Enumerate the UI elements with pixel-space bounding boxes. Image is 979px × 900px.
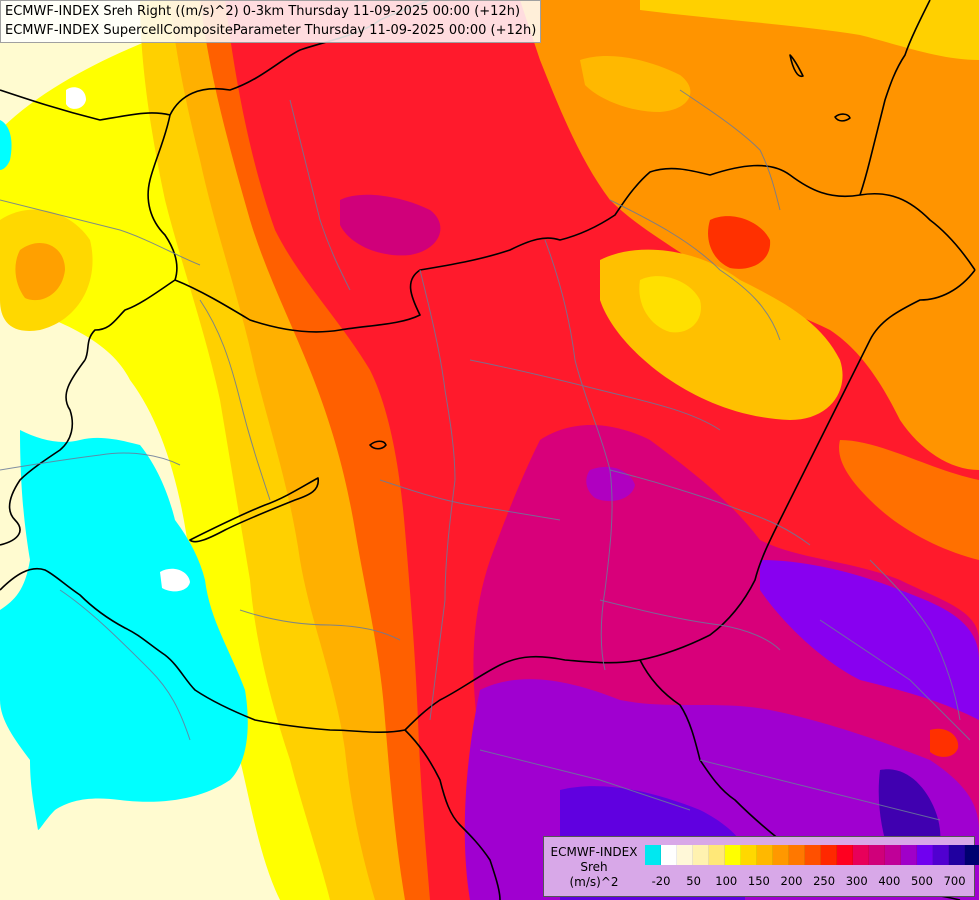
legend-swatch	[741, 845, 757, 865]
north-orange-spot	[580, 55, 691, 112]
region-lines	[0, 89, 971, 821]
border-west-1	[84, 114, 178, 361]
legend-color-scale	[645, 845, 979, 865]
legend-swatch	[677, 845, 693, 865]
border-south	[404, 729, 501, 900]
legend-tick-label: 150	[747, 874, 770, 888]
lake-small-1	[369, 440, 387, 450]
border-romania	[404, 269, 976, 731]
legend-swatch	[661, 845, 677, 865]
legend-swatch	[853, 845, 869, 865]
legend-swatch	[725, 845, 741, 865]
purple-mid-spot	[586, 466, 635, 502]
legend-swatch	[757, 845, 773, 865]
legend-title: ECMWF-INDEX Sreh (m/s)^2	[548, 845, 640, 890]
legend-swatch	[917, 845, 933, 865]
legend-swatch	[837, 845, 853, 865]
cyan-sliver-nw	[0, 120, 12, 170]
border-slovakia	[174, 164, 976, 333]
lake-small-2	[789, 54, 804, 78]
color-legend: ECMWF-INDEX Sreh (m/s)^2 -20 50 100 150 200 2…	[543, 836, 979, 897]
white-spot-cyan	[160, 568, 190, 592]
purple-se	[760, 560, 979, 720]
legend-tick-label: 400	[878, 874, 901, 888]
border-west-2	[0, 359, 86, 546]
legend-tick-labels: -20 50 100 150 200 250 300 400 500 700	[645, 874, 975, 888]
legend-swatch	[901, 845, 917, 865]
ne-corner-yellow	[640, 0, 979, 60]
legend-tick-label: 50	[686, 874, 701, 888]
legend-swatch	[965, 845, 979, 865]
white-spot-north	[66, 87, 86, 109]
header-line-2: ECMWF-INDEX SupercellCompositeParameter …	[5, 23, 537, 38]
legend-title-line-1: ECMWF-INDEX	[550, 845, 638, 859]
legend-swatch	[869, 845, 885, 865]
legend-tick-label: 200	[780, 874, 803, 888]
legend-swatch	[709, 845, 725, 865]
legend-swatch	[773, 845, 789, 865]
legend-swatch	[821, 845, 837, 865]
legend-swatch	[949, 845, 965, 865]
orange-blob-west	[15, 242, 66, 301]
east-red-orange	[839, 440, 979, 560]
red-orange-se-spot	[930, 728, 959, 757]
legend-tick-label: 250	[813, 874, 836, 888]
border-east	[859, 0, 931, 196]
border-croatia	[0, 568, 406, 734]
cyan-area	[0, 430, 248, 830]
legend-swatch	[693, 845, 709, 865]
ne-red-spot	[708, 216, 771, 269]
header-line-1: ECMWF-INDEX Sreh Right ((m/s)^2) 0-3km T…	[5, 4, 521, 19]
lake-balaton	[189, 477, 320, 543]
legend-tick-label: 100	[715, 874, 738, 888]
legend-swatch	[789, 845, 805, 865]
legend-tick-label: 700	[943, 874, 966, 888]
ne-yellow-spot	[639, 276, 701, 333]
legend-swatch	[805, 845, 821, 865]
legend-swatch	[645, 845, 661, 865]
legend-tick-label: 500	[910, 874, 933, 888]
legend-tick-label: 300	[845, 874, 868, 888]
legend-title-line-2: Sreh	[580, 860, 608, 874]
legend-title-line-3: (m/s)^2	[569, 875, 619, 889]
legend-swatch	[885, 845, 901, 865]
legend-swatch	[933, 845, 949, 865]
map-header: ECMWF-INDEX Sreh Right ((m/s)^2) 0-3km T…	[0, 0, 542, 43]
magenta-north	[340, 194, 441, 256]
lake-small-3	[834, 113, 851, 122]
legend-tick-label: -20	[651, 874, 671, 888]
